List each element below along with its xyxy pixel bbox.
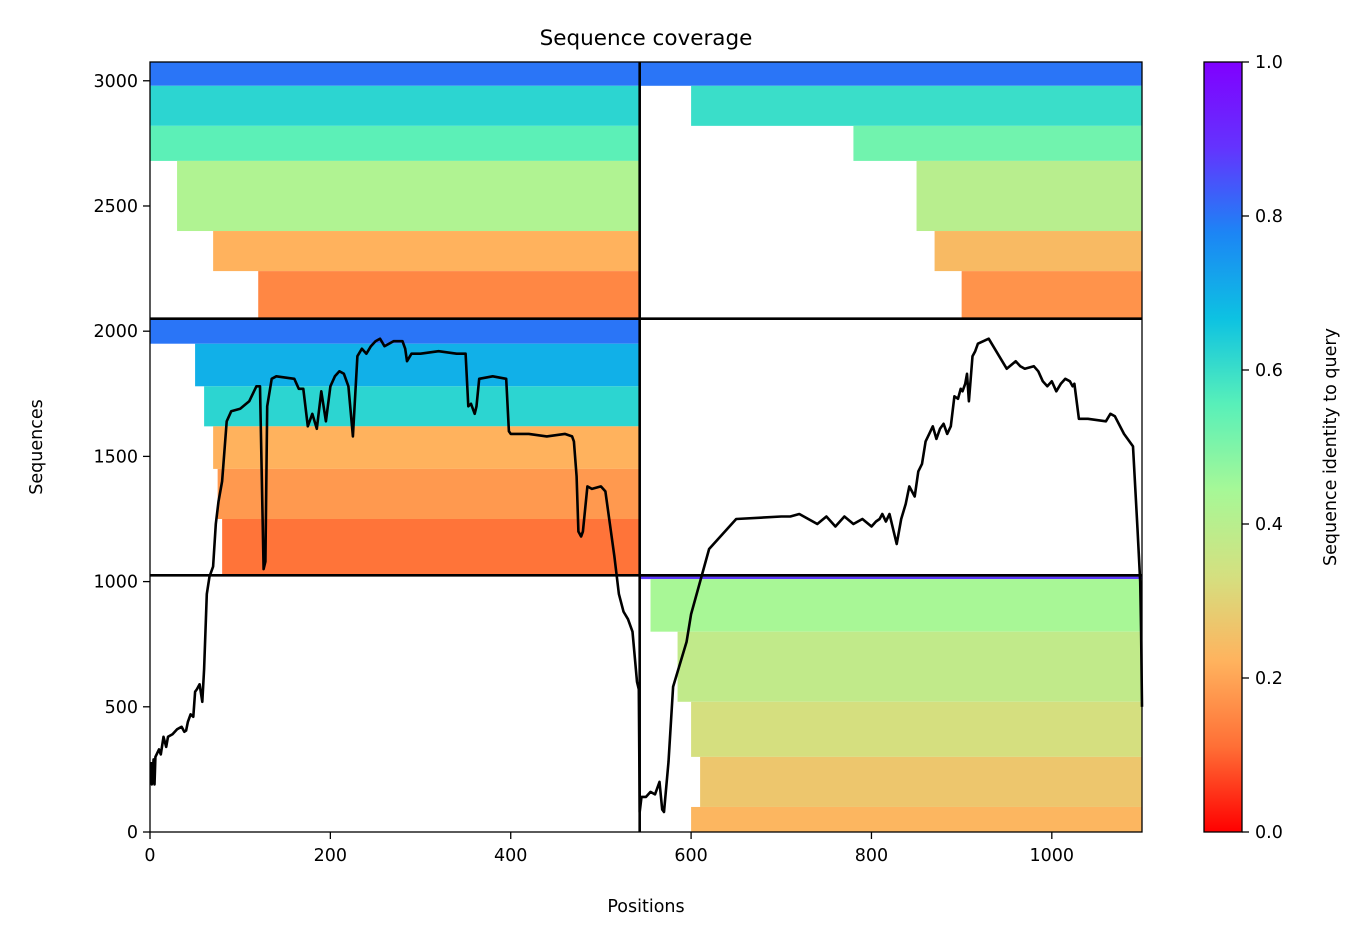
msa-band-2-4	[217, 468, 640, 519]
msa-band-2-1	[195, 343, 640, 387]
msa-band-2-0	[150, 318, 640, 344]
y-tick-label: 500	[105, 698, 138, 718]
msa-band-1-3	[916, 160, 1142, 232]
x-tick-label: 200	[314, 846, 347, 866]
x-tick-label: 600	[674, 846, 707, 866]
colorbar-tick-label: 0.4	[1255, 515, 1283, 535]
colorbar	[1203, 61, 1243, 833]
msa-band-0-4	[213, 231, 640, 272]
x-tick-label: 0	[144, 846, 155, 866]
msa-band-2-5	[222, 518, 640, 576]
msa-band-3-4	[700, 756, 1142, 807]
msa-band-1-1	[691, 85, 1142, 126]
msa-band-0-5	[258, 271, 640, 319]
msa-band-0-3	[177, 160, 640, 232]
msa-band-3-0	[639, 575, 1142, 580]
colorbar-tick-label: 1.0	[1255, 53, 1283, 73]
msa-band-0-2	[150, 125, 640, 161]
y-tick-label: 2500	[93, 197, 138, 217]
colorbar-label: Sequence identity to query	[1321, 328, 1341, 566]
y-tick-label: 0	[127, 823, 138, 843]
colorbar-tick-label: 0.2	[1255, 669, 1283, 689]
msa-band-1-2	[853, 125, 1142, 161]
x-tick-label: 400	[494, 846, 527, 866]
colorbar-tick-label: 0.8	[1255, 207, 1283, 227]
msa-band-1-0	[639, 62, 1142, 86]
coverage-line	[149, 337, 1144, 814]
plot-frame	[149, 61, 1143, 833]
msa-band-1-5	[961, 271, 1142, 319]
msa-band-1-4	[934, 231, 1142, 272]
msa-band-3-1	[650, 579, 1142, 632]
y-axis-ticks: 0 500 1000 1500 2000 2500 3000	[93, 72, 150, 843]
msa-band-3-5	[691, 806, 1142, 832]
x-axis-ticks: 0 200 400 600 800 1000	[144, 832, 1074, 866]
x-axis-label: Positions	[607, 897, 684, 917]
msa-band-2-3	[213, 426, 640, 469]
y-axis-label: Sequences	[27, 399, 47, 494]
chart-title: Sequence coverage	[540, 26, 753, 51]
y-tick-label: 1500	[93, 447, 138, 467]
msa-band-2-2	[204, 386, 640, 427]
colorbar-tick-label: 0.6	[1255, 361, 1283, 381]
y-tick-label: 3000	[93, 72, 138, 92]
colorbar-tick-label: 0.0	[1255, 823, 1283, 843]
msa-band-0-1	[150, 85, 640, 126]
msa-band-3-3	[691, 701, 1142, 757]
msa-heatmap	[150, 62, 1142, 832]
colorbar-ticks: 0.0 0.2 0.4 0.6 0.8 1.0	[1242, 53, 1283, 843]
msa-band-3-2	[677, 631, 1142, 702]
y-tick-label: 2000	[93, 322, 138, 342]
msa-band-0-0	[150, 62, 640, 86]
x-tick-label: 1000	[1030, 846, 1075, 866]
y-tick-label: 1000	[93, 573, 138, 593]
x-tick-label: 800	[855, 846, 888, 866]
